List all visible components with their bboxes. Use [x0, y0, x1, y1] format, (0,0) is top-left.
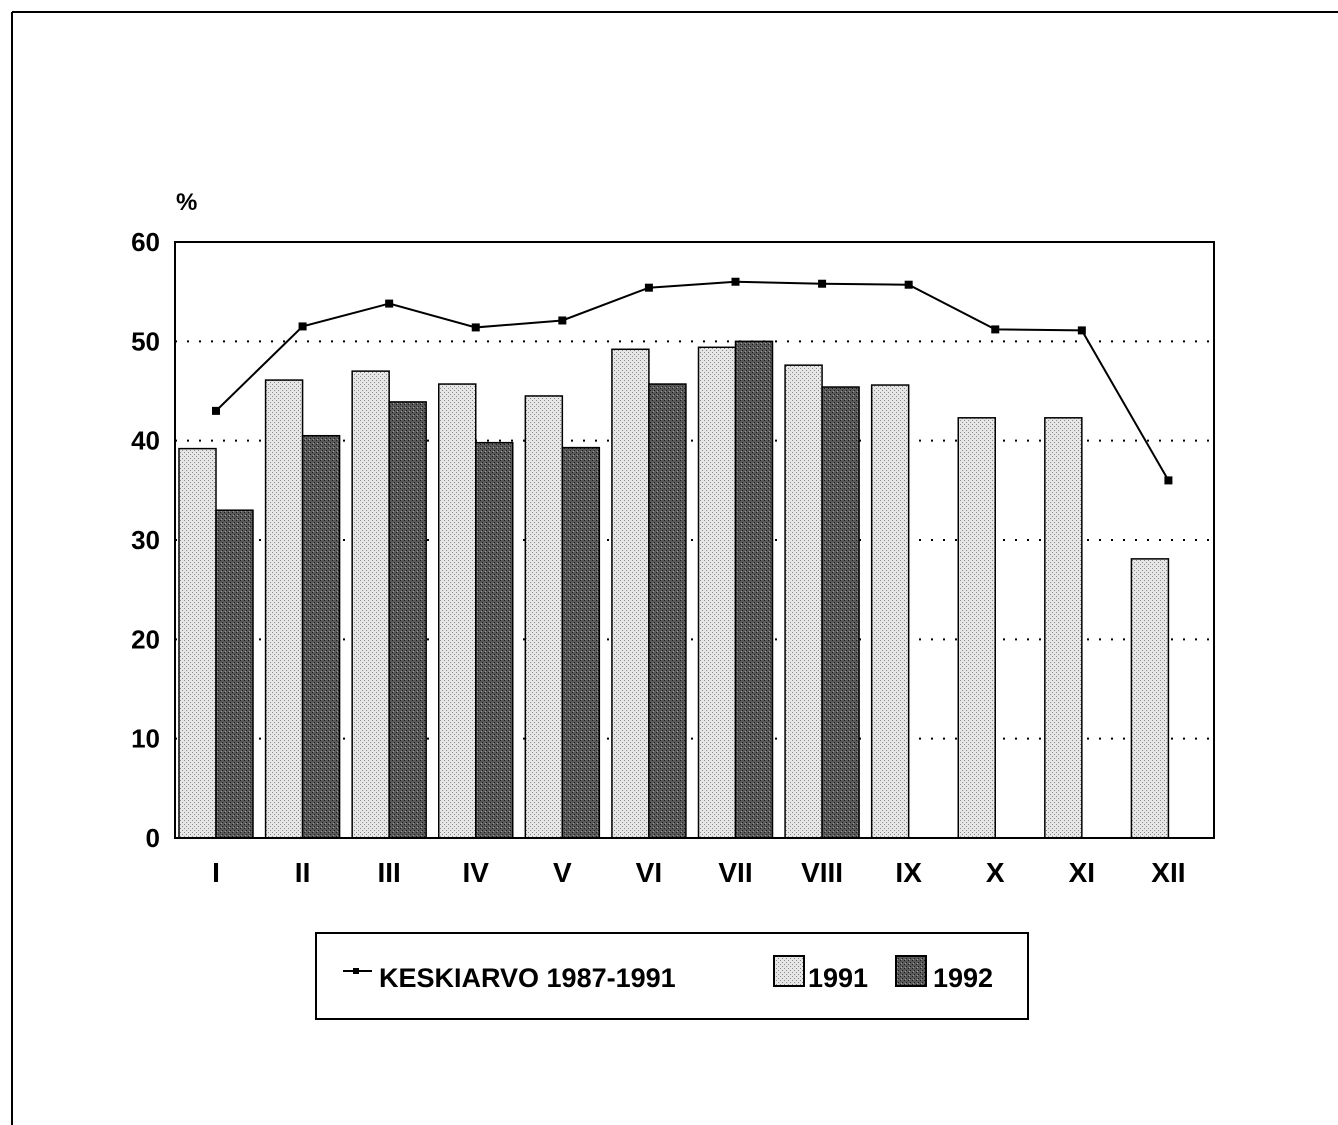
bar-1991-XII	[1130, 558, 1170, 839]
y-tick-label: 50	[131, 326, 160, 356]
line-marker-V	[558, 316, 567, 325]
bar-1991-IX	[870, 384, 910, 839]
line-marker-XII	[1164, 476, 1173, 485]
legend-label-1992: 1992	[933, 963, 993, 993]
bar-1991-III	[351, 370, 390, 839]
line-marker-I	[212, 406, 220, 415]
bar-1992-I	[215, 509, 254, 839]
bar-1991-VI	[611, 348, 650, 839]
bar-1992-VII	[734, 340, 774, 839]
legend-item-1991: 1991	[773, 955, 868, 993]
y-tick-label: 30	[131, 525, 160, 555]
line-marker-VII	[731, 277, 740, 286]
line-marker-IX	[904, 280, 913, 289]
x-tick-label: IV	[463, 857, 490, 888]
x-tick-label: XI	[1069, 857, 1095, 888]
bar-1992-III	[388, 401, 427, 839]
x-tick-label: XII	[1151, 857, 1185, 888]
plot-area-border	[174, 241, 1215, 839]
line-marker-VIII	[818, 279, 827, 288]
line-marker-XI	[1077, 326, 1086, 335]
gridlines	[175, 340, 1214, 740]
x-tick-label: X	[986, 857, 1005, 888]
bar-1991-V	[524, 395, 564, 839]
bar-1992-VIII	[821, 386, 860, 839]
y-tick-label: 10	[131, 724, 160, 754]
bar-1991-X	[957, 417, 996, 839]
bar-1992-V	[561, 446, 601, 839]
legend-swatch-1992	[895, 955, 927, 987]
legend-item-1992: 1992	[895, 955, 993, 993]
legend-label-average: KESKIARVO 1987-1991	[379, 963, 676, 993]
x-tick-label: VII	[718, 857, 752, 888]
y-tick-label: 20	[131, 624, 160, 654]
bar-1992-IV	[475, 441, 514, 839]
y-tick-labels: 0 10 20 30 40 50 60	[131, 227, 160, 853]
y-tick-label: 60	[131, 227, 160, 257]
legend-line-marker	[353, 968, 359, 974]
bar-1991-XI	[1044, 417, 1083, 839]
x-tick-labels: I II III IV V VI VII VIII IX X XI XII	[212, 857, 1185, 888]
bar-1991-IV	[438, 383, 477, 839]
bars	[178, 340, 1170, 839]
bar-1991-I	[178, 447, 217, 839]
legend: KESKIARVO 1987-1991 1991 1992	[315, 932, 1029, 1020]
legend-swatch-1991	[773, 955, 805, 987]
legend-item-average: KESKIARVO 1987-1991	[343, 963, 676, 993]
legend-label-1991: 1991	[808, 963, 868, 993]
bar-1991-VII	[697, 346, 737, 839]
y-axis-label: %	[176, 189, 197, 216]
x-tick-label: V	[553, 857, 572, 888]
y-tick-label: 40	[131, 426, 160, 456]
line-series-average	[215, 280, 1170, 481]
bar-1992-VI	[648, 383, 687, 839]
line-marker-II	[298, 322, 307, 331]
line-marker-X	[991, 325, 1000, 334]
x-tick-label: II	[295, 857, 311, 888]
line-marker-IV	[471, 323, 480, 332]
x-tick-label: VIII	[801, 857, 843, 888]
line-marker-III	[385, 299, 394, 308]
average-line	[212, 277, 1173, 485]
x-tick-label: VI	[636, 857, 662, 888]
bar-1992-II	[301, 434, 341, 839]
x-tick-label: I	[212, 857, 220, 888]
y-tick-label: 0	[146, 823, 160, 853]
x-tick-label: III	[377, 857, 400, 888]
bar-1991-II	[264, 379, 304, 839]
bar-1991-VIII	[784, 364, 823, 839]
line-marker-VI	[644, 283, 653, 292]
x-tick-label: IX	[895, 857, 922, 888]
